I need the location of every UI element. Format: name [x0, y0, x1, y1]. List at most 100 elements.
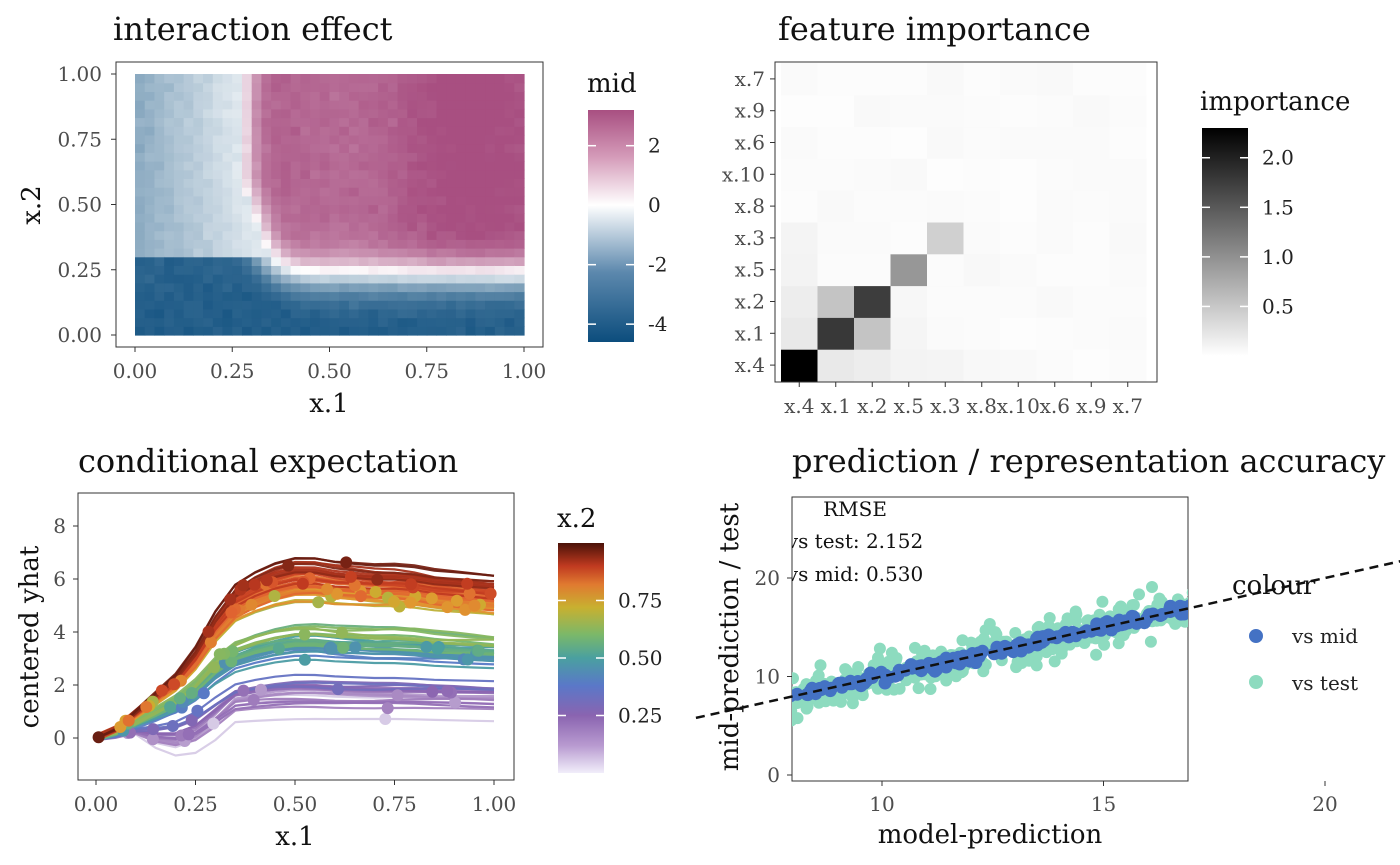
heat-cell	[241, 117, 253, 127]
heat-cell	[475, 300, 486, 310]
heat-cell	[203, 248, 214, 258]
heat-cell	[455, 82, 467, 92]
heat-cell	[290, 300, 301, 310]
heat-cell	[378, 300, 389, 310]
heat-cell	[183, 100, 194, 110]
heat-cell	[475, 248, 486, 258]
heat-cell	[368, 117, 379, 127]
heat-cell	[387, 256, 399, 266]
point-vs-test	[1195, 581, 1207, 593]
importance-cell	[1000, 222, 1037, 255]
heat-cell	[222, 143, 233, 153]
legend-tick-label: 2	[648, 134, 661, 158]
heat-cell	[426, 326, 438, 336]
heat-cell	[241, 161, 253, 171]
heat-cell	[465, 274, 476, 284]
heat-cell	[261, 291, 272, 301]
heat-cell	[426, 239, 438, 249]
importance-cell	[890, 317, 928, 350]
importance-cell	[890, 253, 928, 287]
heat-cell	[465, 100, 476, 110]
heat-cell	[203, 221, 214, 232]
heat-cell	[358, 187, 369, 197]
heat-cell	[426, 256, 438, 266]
heat-cell	[504, 282, 515, 293]
y-tick-label: 0.25	[57, 258, 102, 282]
importance-cell	[817, 222, 855, 255]
heat-cell	[504, 74, 515, 84]
heat-cell	[475, 74, 486, 84]
heat-cell	[232, 91, 243, 101]
importance-cell	[890, 222, 928, 255]
heat-cell	[455, 256, 467, 266]
heat-cell	[465, 82, 476, 92]
point-vs-test	[814, 659, 827, 672]
importance-cell	[927, 94, 964, 128]
heat-cell	[300, 143, 311, 153]
ice-point	[248, 578, 261, 591]
heat-cell	[368, 221, 379, 232]
heat-cell	[485, 143, 496, 153]
heat-cell	[164, 134, 175, 145]
heatmap-cells	[135, 74, 525, 336]
heat-cell	[173, 239, 185, 249]
point-vs-test	[1366, 538, 1378, 550]
heat-cell	[465, 308, 476, 319]
heat-cell	[203, 213, 214, 223]
heat-cell	[514, 274, 525, 284]
heat-cell	[251, 256, 263, 266]
heat-cell	[280, 169, 292, 179]
point-vs-test	[792, 712, 804, 725]
heat-cell	[280, 100, 292, 110]
y-tick-label: 20	[755, 566, 780, 590]
point-vs-test	[1339, 577, 1351, 589]
heat-cell	[232, 74, 243, 84]
importance-cell	[817, 349, 855, 382]
heat-cell	[319, 187, 331, 197]
y-tick-label: x.9	[735, 99, 765, 123]
heat-cell	[144, 274, 156, 284]
point-vs-test	[1226, 600, 1238, 612]
heat-cell	[280, 74, 292, 84]
point-vs-test	[756, 691, 768, 703]
heat-cell	[164, 187, 175, 197]
ice-point	[208, 661, 220, 674]
heat-cell	[329, 317, 340, 327]
point-vs-mid	[1119, 614, 1132, 628]
heat-cell	[135, 282, 146, 293]
point-vs-test	[1338, 581, 1350, 593]
heat-cell	[329, 291, 340, 301]
heat-cell	[455, 248, 467, 258]
heat-cell	[271, 178, 282, 188]
heat-cell	[475, 291, 486, 301]
importance-cell	[1036, 285, 1074, 318]
heat-cell	[407, 248, 418, 258]
heat-cell	[339, 126, 350, 136]
heat-cell	[310, 187, 321, 197]
importance-cell	[1036, 317, 1074, 350]
importance-cell	[1000, 126, 1037, 159]
heat-cell	[368, 282, 379, 293]
heat-cell	[290, 326, 301, 336]
heat-cell	[339, 187, 350, 197]
heat-cell	[261, 143, 272, 153]
heat-cell	[407, 178, 418, 188]
heat-cell	[290, 178, 301, 188]
heat-cell	[514, 256, 525, 266]
heat-cell	[300, 317, 311, 327]
heat-cell	[135, 161, 146, 171]
ice-point	[340, 556, 353, 569]
ice-point	[335, 626, 348, 639]
heat-cell	[280, 143, 292, 153]
point-vs-test	[1356, 580, 1368, 592]
heat-cell	[407, 256, 418, 266]
heat-cell	[280, 152, 292, 162]
heat-cell	[212, 317, 224, 327]
heat-cell	[475, 100, 486, 110]
heat-cell	[485, 82, 496, 92]
heat-cell	[348, 195, 360, 206]
x-tick-label: 10	[869, 792, 894, 816]
heat-cell	[417, 256, 428, 266]
heat-cell	[514, 178, 525, 188]
heat-cell	[417, 152, 428, 162]
